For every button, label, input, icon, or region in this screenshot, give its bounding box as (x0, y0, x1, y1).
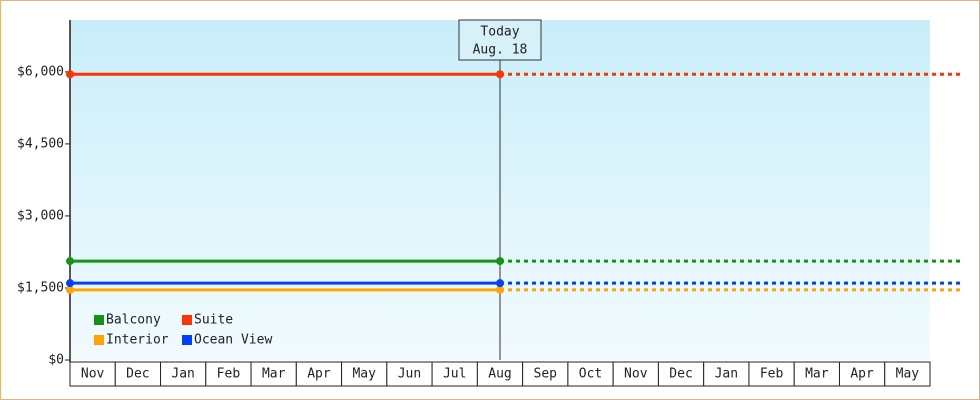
price-dot (496, 70, 504, 79)
x-cell (476, 361, 524, 387)
x-tick-label: Sep (534, 367, 558, 382)
x-cell (386, 361, 433, 387)
legend-swatch (94, 315, 104, 325)
price-dot (66, 257, 74, 266)
x-cell (748, 361, 795, 387)
x-tick-label: Nov (81, 367, 105, 382)
x-tick-label: Aug (488, 367, 511, 382)
x-cell (205, 361, 252, 387)
price-dot (496, 285, 504, 294)
x-cell (884, 361, 931, 387)
x-cell (160, 361, 207, 387)
x-tick-label: Mar (805, 367, 829, 382)
x-tick-label: Jan (171, 367, 194, 382)
x-tick-label: Feb (760, 367, 784, 382)
price-dot (496, 279, 504, 288)
x-tick-label: May (352, 367, 376, 382)
y-tick-label: $4,500 (17, 136, 64, 151)
x-tick-label: Dec (126, 367, 149, 382)
legend-swatch (94, 335, 104, 345)
price-dot (66, 285, 74, 294)
y-tick-label: $0 (48, 353, 64, 368)
legend-label: Suite (194, 313, 233, 328)
x-tick-label: Jun (398, 367, 421, 382)
x-tick-label: Jul (443, 367, 466, 382)
price-dot (66, 70, 74, 79)
x-tick-label: Oct (579, 367, 602, 382)
price-dot (496, 257, 504, 266)
x-tick-label: Mar (262, 367, 286, 382)
y-tick-label: $6,000 (17, 64, 64, 79)
x-tick-label: Apr (850, 367, 874, 382)
legend-swatch (182, 315, 192, 325)
x-cell (431, 361, 478, 387)
x-cell (250, 361, 297, 387)
legend-label: Interior (106, 333, 169, 348)
legend-swatch (182, 335, 192, 345)
price-dot (66, 279, 74, 288)
legend-label: Ocean View (194, 333, 272, 348)
x-cell (69, 361, 116, 387)
x-tick-label: Dec (669, 367, 692, 382)
today-date: Aug. 18 (473, 43, 528, 58)
x-cell (567, 361, 614, 387)
legend-label: Balcony (106, 313, 161, 328)
today-box (458, 19, 542, 61)
x-tick-label: May (896, 367, 920, 382)
x-cell (295, 361, 343, 387)
x-tick-label: Jan (715, 367, 738, 382)
x-tick-label: Nov (624, 367, 648, 382)
x-tick-label: Feb (217, 367, 241, 382)
x-cell (703, 361, 750, 387)
today-label: Today (480, 25, 519, 40)
y-tick-label: $3,000 (17, 208, 64, 223)
x-cell (114, 361, 162, 387)
x-cell (657, 361, 705, 387)
x-cell (793, 361, 840, 387)
y-tick-label: $1,500 (17, 280, 64, 295)
x-tick-label: Apr (307, 367, 331, 382)
